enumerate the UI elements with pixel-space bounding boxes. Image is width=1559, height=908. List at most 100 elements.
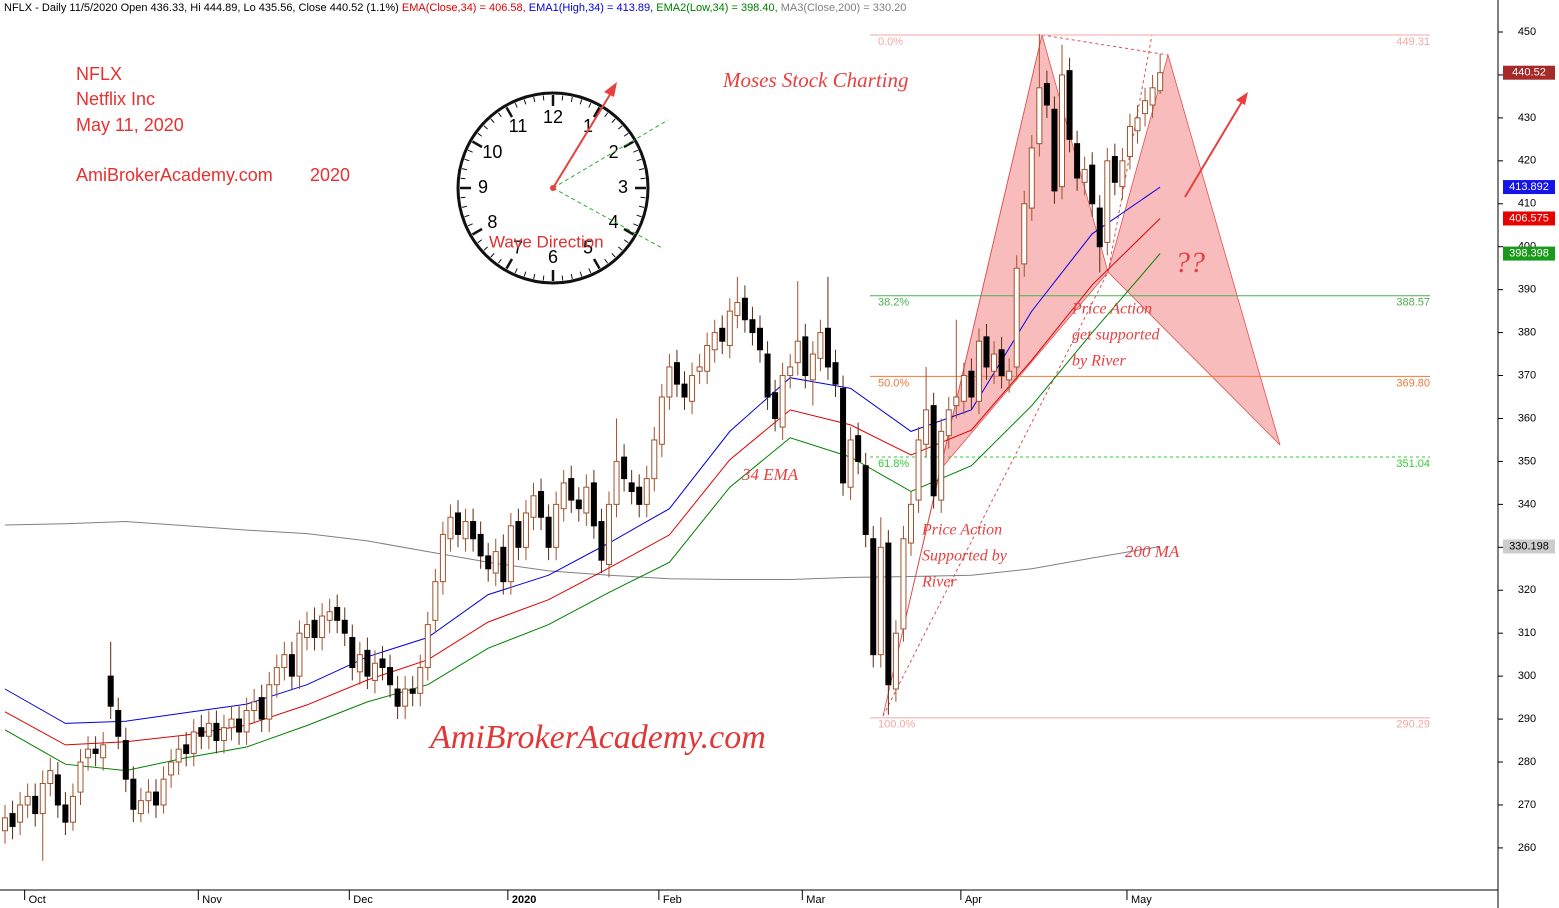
- clock-tick: [570, 96, 573, 103]
- candle-body: [379, 658, 386, 669]
- x-tick-label: Mar: [806, 894, 825, 906]
- candle-body: [258, 697, 265, 720]
- candle-body: [666, 366, 673, 398]
- candle-body: [779, 375, 786, 428]
- clock-tick: [514, 268, 518, 274]
- site: AmiBrokerAcademy.com: [76, 165, 273, 185]
- clock-tick: [542, 275, 545, 281]
- clock-tick: [505, 106, 514, 118]
- header: NFLX - Daily 11/5/2020 Open 436.33, Hi 4…: [4, 2, 906, 14]
- clock-tick: [611, 118, 616, 123]
- clock-tick: [514, 102, 518, 108]
- candle-body: [92, 748, 99, 754]
- candle-body: [236, 718, 243, 733]
- candle-body: [1013, 267, 1020, 368]
- price-tag: [1503, 539, 1555, 554]
- candle-body: [847, 439, 854, 488]
- candle-body: [606, 503, 612, 565]
- candle-body: [107, 675, 114, 707]
- candle-body: [991, 353, 998, 372]
- candle-body: [115, 709, 122, 737]
- clock-tick: [490, 118, 495, 123]
- clock-tick: [604, 258, 609, 264]
- candle-body: [711, 332, 718, 351]
- fib-pct: 38.2%: [878, 297, 909, 309]
- candle-body: [741, 297, 748, 321]
- candle-body: [930, 405, 937, 497]
- x-tick-label: Feb: [663, 894, 682, 906]
- candle-body: [153, 791, 159, 806]
- clock-tick: [623, 239, 629, 244]
- candle-body: [538, 490, 545, 518]
- clock-tick: [523, 271, 527, 277]
- candle-body: [749, 319, 756, 334]
- clock-tick: [579, 99, 583, 105]
- clock-tick: [471, 227, 483, 236]
- clock-number: 10: [482, 142, 502, 162]
- candle-body: [447, 516, 454, 540]
- candle-body: [651, 439, 658, 480]
- clock-tick: [523, 99, 527, 105]
- year: 2020: [310, 165, 350, 185]
- candle-body: [1043, 83, 1050, 106]
- candle-body: [500, 546, 507, 583]
- clock-number: 3: [618, 177, 628, 197]
- candle-body: [17, 804, 24, 823]
- clock-tick: [623, 132, 629, 137]
- candle-body: [1081, 168, 1088, 183]
- clock-tick: [497, 258, 502, 264]
- candle-body: [1006, 370, 1013, 381]
- candle-body: [923, 409, 930, 445]
- clock-tick: [561, 275, 564, 281]
- wave-line: [552, 119, 669, 189]
- candle-body: [485, 555, 492, 570]
- candle-body: [54, 774, 61, 806]
- candle-body: [915, 439, 922, 501]
- x-tick-label: May: [1131, 894, 1152, 906]
- candle-body: [757, 327, 763, 351]
- candle-body: [455, 512, 461, 535]
- clock-tick: [611, 253, 616, 258]
- brand: Moses Stock Charting: [722, 68, 908, 92]
- candle-body: [824, 327, 831, 368]
- clock-number: 1: [583, 116, 593, 136]
- candle-body: [319, 615, 326, 638]
- fib-value: 369.80: [1396, 377, 1430, 389]
- clock-tick: [604, 112, 609, 118]
- candle-body: [802, 336, 809, 377]
- candle-body: [1021, 203, 1028, 265]
- candle-body: [417, 667, 424, 694]
- candle-body: [1104, 160, 1111, 243]
- candle-body: [477, 533, 484, 557]
- candle-body: [726, 310, 733, 346]
- price-action-note: by River: [1072, 353, 1127, 370]
- candle-body: [794, 340, 801, 364]
- candle-body: [402, 688, 409, 707]
- candle-body: [522, 512, 529, 548]
- candle-body: [175, 748, 182, 763]
- clock-tick: [533, 96, 536, 103]
- clock-tick: [640, 196, 646, 199]
- clock-tick: [464, 214, 470, 218]
- clock-tick: [471, 140, 483, 149]
- candle-body: [945, 409, 952, 437]
- candle-body: [583, 486, 590, 514]
- clock-tick: [497, 112, 502, 118]
- clock-ticks: 121234567891011: [460, 95, 646, 281]
- y-tick-label: 320: [1518, 584, 1536, 596]
- candle-body: [69, 795, 76, 823]
- clock-tick: [483, 125, 488, 130]
- price-tag: [1503, 211, 1555, 226]
- clock-tick: [467, 149, 473, 153]
- candle-body: [1059, 74, 1065, 188]
- candle-body: [341, 619, 348, 634]
- candle-body: [190, 731, 197, 754]
- clock-tick: [592, 258, 601, 270]
- candle-body: [1157, 72, 1164, 92]
- fib-pct: 100.0%: [878, 719, 916, 731]
- clock-number: 7: [513, 237, 523, 257]
- candle-body: [326, 611, 333, 621]
- clock-tick: [460, 177, 466, 180]
